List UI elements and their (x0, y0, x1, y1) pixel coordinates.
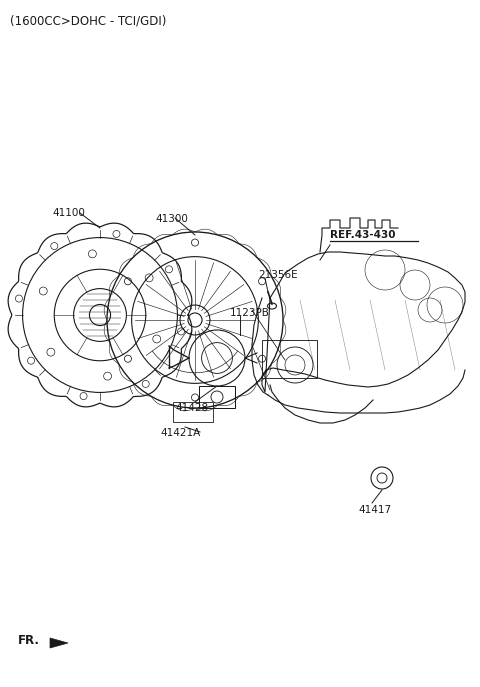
Polygon shape (50, 638, 68, 648)
Bar (173, 402, 213, 422)
Text: 21356E: 21356E (258, 270, 298, 280)
Text: 41421A: 41421A (160, 428, 200, 438)
Bar (199, 386, 235, 408)
Text: 41417: 41417 (358, 505, 391, 515)
Bar (262, 340, 317, 378)
Text: FR.: FR. (18, 634, 40, 647)
Text: 1123PB: 1123PB (230, 308, 270, 318)
Text: 41300: 41300 (155, 214, 188, 224)
Text: (1600CC>DOHC - TCI/GDI): (1600CC>DOHC - TCI/GDI) (10, 14, 167, 27)
Text: 41100: 41100 (52, 208, 85, 218)
Text: REF.43-430: REF.43-430 (330, 230, 396, 240)
Text: 41428: 41428 (175, 403, 208, 413)
